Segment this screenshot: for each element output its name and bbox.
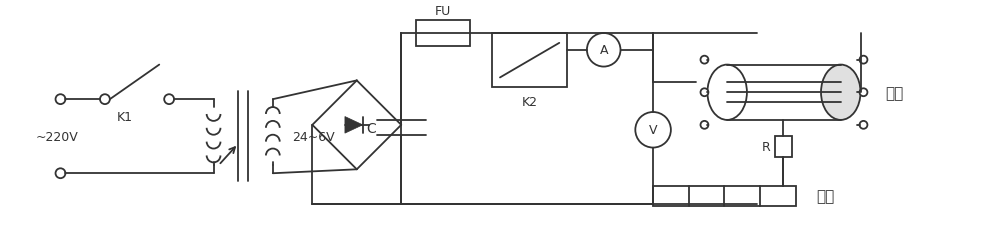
Text: K2: K2 [522,95,538,108]
Circle shape [587,34,621,67]
Ellipse shape [821,65,861,120]
Bar [416,21,470,47]
Text: FU: FU [435,5,451,18]
Circle shape [860,56,867,64]
Text: 电缆: 电缆 [885,85,903,100]
Circle shape [701,121,708,129]
Ellipse shape [707,65,747,120]
Circle shape [56,169,65,178]
Polygon shape [345,117,363,134]
Text: V: V [649,124,657,137]
Circle shape [100,95,110,105]
Text: A: A [599,44,608,57]
Text: ~220V: ~220V [36,130,79,144]
Circle shape [860,121,867,129]
Bar [492,34,567,88]
Circle shape [860,89,867,97]
Bar [775,136,792,158]
Circle shape [701,89,708,97]
Text: K1: K1 [117,111,133,124]
Circle shape [164,95,174,105]
Text: 桥架: 桥架 [816,189,834,204]
Text: 24~6V: 24~6V [293,130,335,144]
Text: R: R [761,140,770,153]
Bar [653,186,796,206]
Circle shape [56,95,65,105]
Circle shape [635,112,671,148]
Text: C: C [367,121,376,135]
Circle shape [701,56,708,64]
